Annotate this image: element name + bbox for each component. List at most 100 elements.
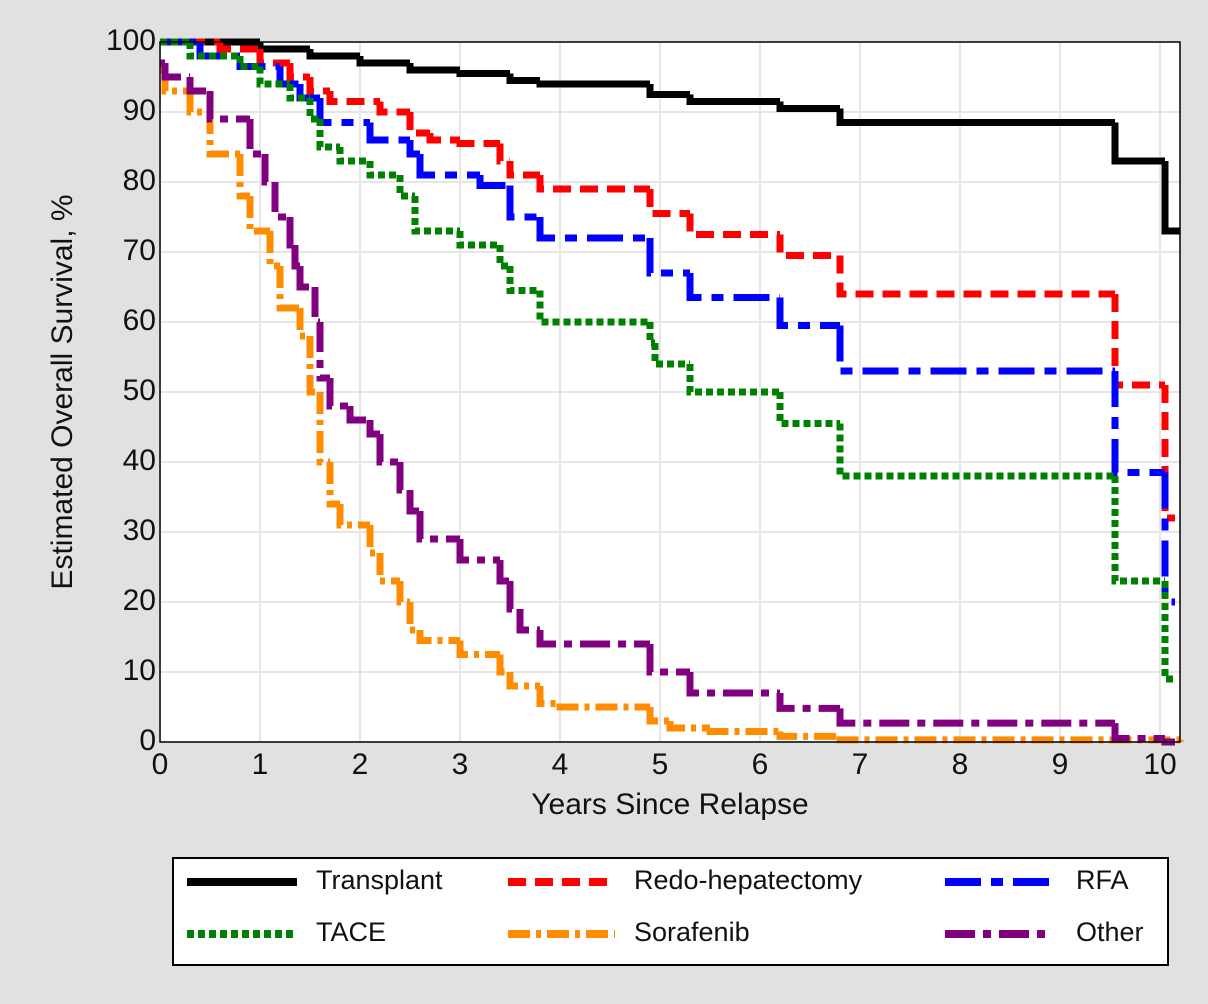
y-tick-label: 20: [123, 584, 156, 617]
survival-step: [506, 672, 540, 690]
y-tick-label: 80: [123, 164, 156, 197]
survival-step: [406, 63, 460, 74]
survival-step: [1161, 161, 1180, 235]
survival-step: [411, 196, 460, 235]
survival-step: [646, 238, 690, 277]
legend-label: RFA: [1076, 865, 1129, 895]
survival-step: [416, 511, 460, 543]
survival-step: [836, 708, 1115, 727]
survival-step: [646, 707, 670, 725]
survival-step: [1161, 472, 1175, 606]
survival-step: [536, 686, 560, 707]
survival-step: [396, 581, 410, 606]
survival-step: [1111, 476, 1165, 585]
survival-step: [326, 91, 380, 105]
y-axis-title: Estimated Overall Survival, %: [46, 194, 79, 589]
x-tick-label: 10: [1143, 748, 1176, 781]
survival-step: [376, 434, 400, 466]
survival-step: [456, 640, 500, 658]
legend-label: Transplant: [316, 865, 443, 895]
survival-step: [776, 693, 840, 712]
survival-step: [646, 84, 690, 98]
survival-step: [1161, 385, 1175, 522]
x-tick-label: 5: [652, 748, 669, 781]
legend-label: Redo-hepatectomy: [634, 865, 863, 895]
survival-step: [396, 462, 410, 494]
survival-step: [686, 213, 780, 238]
survival-step: [476, 175, 510, 189]
y-tick-label: 90: [123, 94, 156, 127]
survival-step: [836, 108, 1115, 126]
y-tick-label: 60: [123, 304, 156, 337]
survival-step: [296, 308, 310, 340]
survival-step: [686, 364, 780, 396]
survival-step: [366, 525, 380, 557]
survival-step: [316, 119, 340, 151]
survival-step: [416, 630, 460, 644]
survival-step: [506, 185, 540, 221]
legend-box: [172, 857, 1169, 966]
survival-step: [276, 266, 300, 312]
survival-step: [1111, 122, 1165, 165]
survival-step: [686, 94, 780, 105]
survival-step: [376, 553, 400, 585]
y-tick-label: 10: [123, 654, 156, 687]
survival-step: [706, 728, 780, 735]
survival-step: [326, 378, 350, 410]
survival-step: [776, 234, 840, 259]
survival-step: [556, 703, 650, 711]
x-tick-label: 1: [252, 748, 269, 781]
survival-step: [776, 101, 840, 112]
survival-step: [536, 290, 650, 326]
survival-step: [416, 154, 480, 179]
x-tick-label: 7: [852, 748, 869, 781]
x-tick-label: 6: [752, 748, 769, 781]
survival-step: [536, 217, 650, 242]
legend-label: Other: [1076, 917, 1144, 947]
survival-step: [236, 56, 260, 70]
survival-step: [536, 630, 650, 648]
y-tick-label: 100: [106, 24, 156, 57]
survival-step: [666, 721, 710, 732]
legend-label: TACE: [316, 917, 386, 947]
survival-step: [506, 581, 520, 613]
survival-step: [506, 266, 540, 294]
survival-step: [336, 147, 370, 165]
survival-step: [246, 196, 270, 235]
survival-step: [836, 423, 1115, 480]
survival-step: [286, 84, 310, 102]
survival-step: [426, 133, 460, 144]
survival-step: [506, 161, 540, 179]
survival-step: [686, 273, 780, 301]
survival-step: [206, 112, 240, 158]
survival-step: [1161, 581, 1175, 683]
survival-step: [396, 175, 415, 200]
survival-step: [836, 255, 1115, 298]
survival-step: [186, 42, 240, 60]
x-axis-title: Years Since Relapse: [531, 788, 808, 821]
survival-step: [406, 602, 420, 634]
survival-step: [776, 297, 840, 329]
survival-step: [186, 91, 210, 116]
survival-step: [286, 63, 310, 81]
survival-step: [296, 266, 315, 291]
x-tick-label: 4: [552, 748, 569, 781]
survival-step: [456, 231, 500, 249]
survival-step: [1111, 723, 1165, 742]
survival-step: [456, 539, 500, 564]
survival-step: [646, 189, 690, 217]
survival-step: [346, 406, 370, 424]
x-tick-label: 2: [352, 748, 369, 781]
y-tick-label: 40: [123, 444, 156, 477]
survival-step: [316, 392, 330, 466]
survival-step: [336, 504, 370, 529]
x-tick-label: 3: [452, 748, 469, 781]
survival-step: [306, 77, 330, 95]
survival-step: [376, 101, 410, 116]
survival-step: [256, 66, 290, 88]
y-tick-label: 30: [123, 514, 156, 547]
survival-step: [776, 392, 840, 427]
survival-step: [366, 161, 400, 179]
